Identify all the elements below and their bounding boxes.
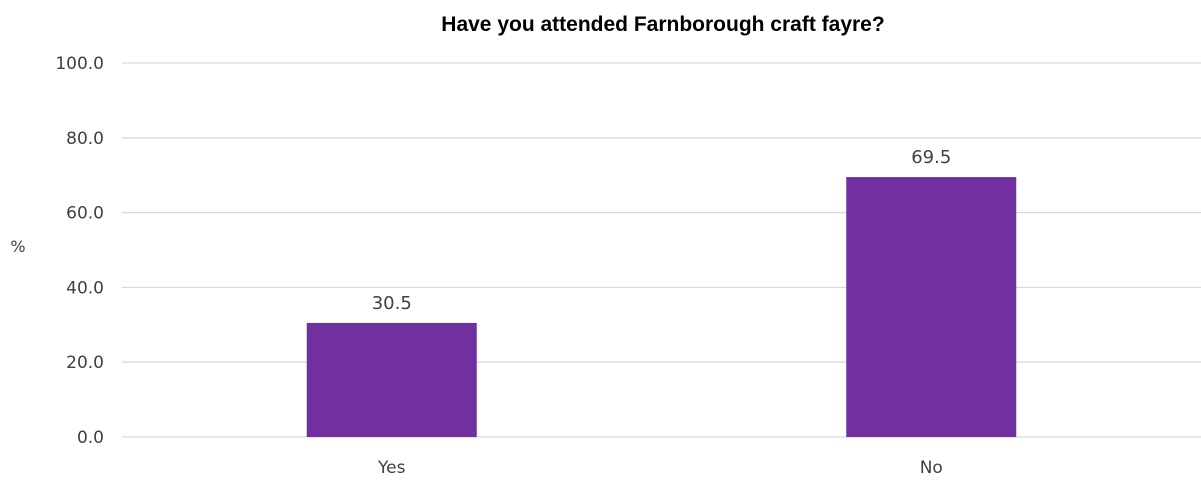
y-tick-label: 60.0 [66,204,104,224]
bars [306,177,1017,437]
y-tick-label: 0.0 [77,428,104,448]
value-labels: 30.5 69.5 [372,147,952,314]
y-tick-label: 80.0 [66,129,104,149]
category-label-yes: Yes [377,458,406,478]
y-tick-label: 100.0 [55,54,104,74]
bar-yes [306,322,477,437]
chart-title: Have you attended Farnborough craft fayr… [441,13,884,36]
y-tick-label: 20.0 [66,353,104,373]
y-axis-label: % [10,237,25,256]
category-label-no: No [920,458,943,478]
x-category-labels: Yes No [377,458,943,478]
y-tick-labels: 0.0 20.0 40.0 60.0 80.0 100.0 [55,54,104,448]
gridlines [122,62,1201,438]
value-label-no: 69.5 [911,147,951,168]
bar-no [846,177,1017,437]
y-tick-label: 40.0 [66,278,104,298]
value-label-yes: 30.5 [372,293,412,314]
